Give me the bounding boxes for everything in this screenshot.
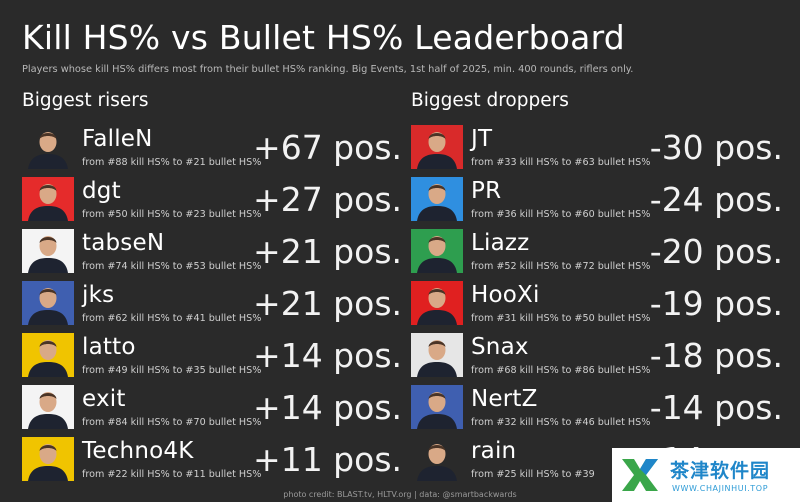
player-photo [22, 177, 74, 221]
position-change: +11 pos. [253, 440, 402, 479]
player-row: Liazz from #52 kill HS% to #72 bullet HS%… [411, 224, 783, 276]
player-photo [22, 385, 74, 429]
rank-detail: from #50 kill HS% to #23 bullet HS% [82, 209, 262, 220]
position-change: -24 pos. [649, 180, 783, 219]
player-name: PR [471, 178, 502, 204]
player-photo [22, 229, 74, 273]
player-photo [22, 281, 74, 325]
player-photo [22, 333, 74, 377]
position-change: +27 pos. [253, 180, 402, 219]
position-change: -20 pos. [649, 232, 783, 271]
player-name: FalleN [82, 126, 153, 152]
droppers-heading: Biggest droppers [411, 90, 569, 111]
player-photo [22, 437, 74, 481]
player-name: latto [82, 334, 136, 360]
player-name: dgt [82, 178, 121, 204]
rank-detail: from #25 kill HS% to #39 [471, 469, 595, 480]
player-name: jks [82, 282, 115, 308]
player-row: Techno4K from #22 kill HS% to #11 bullet … [22, 432, 402, 484]
rank-detail: from #68 kill HS% to #86 bullet HS% [471, 365, 651, 376]
player-photo [411, 281, 463, 325]
player-photo [411, 385, 463, 429]
risers-list: FalleN from #88 kill HS% to #21 bullet HS… [22, 120, 402, 484]
player-row: JT from #33 kill HS% to #63 bullet HS% -30… [411, 120, 783, 172]
rank-detail: from #36 kill HS% to #60 bullet HS% [471, 209, 651, 220]
player-name: Snax [471, 334, 529, 360]
photo-credit: photo credit: BLAST.tv, HLTV.org | data:… [283, 490, 517, 499]
rank-detail: from #84 kill HS% to #70 bullet HS% [82, 417, 262, 428]
player-row: HooXi from #31 kill HS% to #50 bullet HS%… [411, 276, 783, 328]
rank-detail: from #33 kill HS% to #63 bullet HS% [471, 157, 651, 168]
position-change: +21 pos. [253, 232, 402, 271]
player-row: NertZ from #32 kill HS% to #46 bullet HS%… [411, 380, 783, 432]
position-change: +14 pos. [253, 388, 402, 427]
player-name: exit [82, 386, 126, 412]
player-name: Techno4K [82, 438, 194, 464]
rank-detail: from #32 kill HS% to #46 bullet HS% [471, 417, 651, 428]
player-photo [411, 229, 463, 273]
droppers-list: JT from #33 kill HS% to #63 bullet HS% -30… [411, 120, 783, 484]
player-row: jks from #62 kill HS% to #41 bullet HS% +2… [22, 276, 402, 328]
rank-detail: from #74 kill HS% to #53 bullet HS% [82, 261, 262, 272]
chart-title: Kill HS% vs Bullet HS% Leaderboard [22, 18, 625, 57]
rank-detail: from #49 kill HS% to #35 bullet HS% [82, 365, 262, 376]
player-row: tabseN from #74 kill HS% to #53 bullet HS… [22, 224, 402, 276]
player-name: tabseN [82, 230, 165, 256]
rank-detail: from #52 kill HS% to #72 bullet HS% [471, 261, 651, 272]
player-row: PR from #36 kill HS% to #60 bullet HS% -24… [411, 172, 783, 224]
player-photo [411, 125, 463, 169]
player-row: Snax from #68 kill HS% to #86 bullet HS% -… [411, 328, 783, 380]
watermark-text: 茶津软件园 [670, 460, 771, 482]
watermark-logo-icon [622, 459, 658, 491]
player-row: FalleN from #88 kill HS% to #21 bullet HS… [22, 120, 402, 172]
player-photo [411, 333, 463, 377]
position-change: -19 pos. [649, 284, 783, 323]
player-name: HooXi [471, 282, 540, 308]
rank-detail: from #31 kill HS% to #50 bullet HS% [471, 313, 651, 324]
risers-heading: Biggest risers [22, 90, 149, 111]
position-change: -30 pos. [649, 128, 783, 167]
player-row: latto from #49 kill HS% to #35 bullet HS%… [22, 328, 402, 380]
rank-detail: from #62 kill HS% to #41 bullet HS% [82, 313, 262, 324]
watermark: 茶津软件园 WWW.CHAJINHUI.TOP [612, 448, 800, 502]
player-name: rain [471, 438, 517, 464]
rank-detail: from #22 kill HS% to #11 bullet HS% [82, 469, 262, 480]
watermark-url: WWW.CHAJINHUI.TOP [672, 484, 769, 493]
player-row: exit from #84 kill HS% to #70 bullet HS% +… [22, 380, 402, 432]
position-change: -18 pos. [649, 336, 783, 375]
position-change: +67 pos. [253, 128, 402, 167]
position-change: +14 pos. [253, 336, 402, 375]
player-photo [411, 177, 463, 221]
player-name: NertZ [471, 386, 538, 412]
rank-detail: from #88 kill HS% to #21 bullet HS% [82, 157, 262, 168]
player-photo [22, 125, 74, 169]
player-row: dgt from #50 kill HS% to #23 bullet HS% +2… [22, 172, 402, 224]
player-name: Liazz [471, 230, 530, 256]
position-change: +21 pos. [253, 284, 402, 323]
player-photo [411, 437, 463, 481]
chart-subtitle: Players whose kill HS% differs most from… [22, 64, 634, 75]
position-change: -14 pos. [649, 388, 783, 427]
player-name: JT [471, 126, 493, 152]
